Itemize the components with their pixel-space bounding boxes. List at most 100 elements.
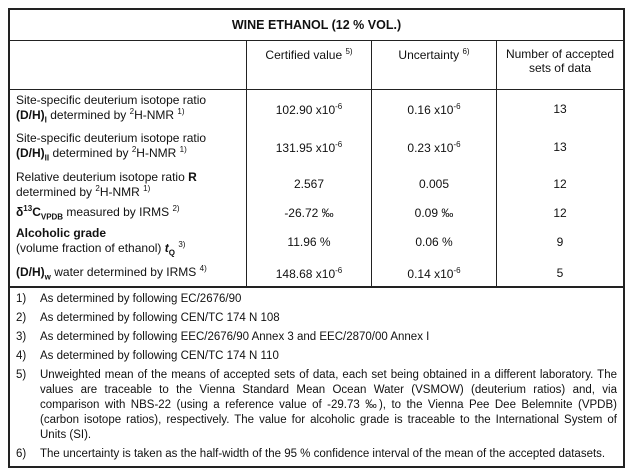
certified-value: 131.95 x10-6 xyxy=(246,128,372,166)
param-sub: w xyxy=(44,272,51,282)
param-text: water determined by IRMS xyxy=(50,265,200,280)
table-row: δ13CVPDB measured by IRMS 2) -26.72 ‰ 0.… xyxy=(10,202,623,224)
uncertainty-value: 0.06 % xyxy=(371,224,497,260)
unc-exp: -6 xyxy=(453,265,461,275)
param-text: Site-specific deuterium isotope ratio xyxy=(16,131,207,146)
param-symbol: t xyxy=(164,241,169,256)
count-value: 5 xyxy=(496,260,623,286)
footnote: 4) As determined by following CEN/TC 174 … xyxy=(16,349,617,364)
uncertainty-value: 0.005 xyxy=(371,166,497,202)
footnote-text: As determined by following EEC/2676/90 A… xyxy=(40,331,430,343)
header-blank xyxy=(10,40,247,90)
param-text: H-NMR xyxy=(99,184,144,199)
footnote-number: 5) xyxy=(16,369,27,381)
footnote-number: 6) xyxy=(16,448,27,460)
param-symbol: (D/H) xyxy=(16,108,45,123)
param-text: H-NMR xyxy=(134,108,178,123)
value-exp: -6 xyxy=(335,139,343,149)
count-value: 12 xyxy=(496,202,623,224)
certified-value: 2.567 xyxy=(246,166,372,202)
param-symbol: R xyxy=(188,169,197,184)
param-text: measured by IRMS xyxy=(63,205,173,220)
param-text: H-NMR xyxy=(136,146,180,161)
certified-value: 148.68 x10-6 xyxy=(246,260,372,286)
header-count: Number of accepted sets of data xyxy=(496,40,623,90)
footnote: 5) Unweighted mean of the means of accept… xyxy=(16,368,617,443)
parameter-cell: δ13CVPDB measured by IRMS 2) xyxy=(10,202,247,224)
param-sub: Q xyxy=(168,248,175,258)
count-value: 13 xyxy=(496,128,623,166)
header-uncertainty: Uncertainty 6) xyxy=(371,40,497,90)
count-value: 12 xyxy=(496,166,623,202)
param-text: determined by xyxy=(49,146,132,161)
footnote-text: As determined by following CEN/TC 174 N … xyxy=(40,350,279,362)
footnote: 6) The uncertainty is taken as the half-w… xyxy=(16,447,617,462)
footnote-ref: 1) xyxy=(177,107,185,117)
param-sub: II xyxy=(44,153,50,163)
unc-text: 0.14 x10 xyxy=(407,266,454,281)
footnote-text: Unweighted mean of the means of accepted… xyxy=(40,369,617,441)
param-heading: Alcoholic grade xyxy=(16,226,107,241)
footnote: 2) As determined by following CEN/TC 174 … xyxy=(16,311,617,326)
parameter-cell: (D/H)w water determined by IRMS 4) xyxy=(10,260,247,286)
param-sup: 2 xyxy=(129,107,135,117)
uncertainty-value: 0.23 x10-6 xyxy=(371,128,497,166)
table-title: WINE ETHANOL (12 % VOL.) xyxy=(10,10,623,41)
footnote-ref: 5) xyxy=(345,47,353,56)
header-certified-text: Certified value xyxy=(265,48,343,62)
param-sub: VPDB xyxy=(40,212,64,222)
footnote-number: 2) xyxy=(16,312,27,324)
value-text: 131.95 x10 xyxy=(275,140,336,155)
param-sup: 2 xyxy=(95,183,100,193)
footnotes: 1) As determined by following EC/2676/90 … xyxy=(10,286,623,466)
param-text: determined by xyxy=(46,108,130,123)
footnote-number: 4) xyxy=(16,350,27,362)
unc-exp: -6 xyxy=(453,101,461,111)
uncertainty-value: 0.16 x10-6 xyxy=(371,89,497,128)
certified-value: 102.90 x10-6 xyxy=(246,89,372,128)
footnote-ref: 4) xyxy=(199,264,207,274)
table-row: Alcoholic grade (volume fraction of ethan… xyxy=(10,224,623,260)
footnote-text: As determined by following CEN/TC 174 N … xyxy=(40,312,280,324)
unc-text: 0.16 x10 xyxy=(407,102,454,117)
uncertainty-value: 0.09 ‰ xyxy=(371,202,497,224)
unc-exp: -6 xyxy=(453,139,461,149)
param-text: Site-specific deuterium isotope ratio xyxy=(16,93,207,108)
footnote-ref: 1) xyxy=(179,145,187,155)
param-symbol: δ xyxy=(16,205,24,220)
footnote-ref: 1) xyxy=(143,183,151,193)
table-row: (D/H)w water determined by IRMS 4) 148.6… xyxy=(10,260,623,286)
count-value: 9 xyxy=(496,224,623,260)
value-exp: -6 xyxy=(335,101,343,111)
footnote-number: 3) xyxy=(16,331,27,343)
parameter-cell: Alcoholic grade (volume fraction of ethan… xyxy=(10,224,247,260)
footnote-text: As determined by following EC/2676/90 xyxy=(40,293,242,305)
certified-value: 11.96 % xyxy=(246,224,372,260)
param-text: (volume fraction of ethanol) xyxy=(16,241,165,256)
table-row: Site-specific deuterium isotope ratio (D/… xyxy=(10,128,623,166)
unc-text: 0.23 x10 xyxy=(407,140,454,155)
value-text: 102.90 x10 xyxy=(275,102,336,117)
header-certified: Certified value 5) xyxy=(246,40,372,90)
certificate-table: WINE ETHANOL (12 % VOL.) Certified value… xyxy=(8,8,625,468)
param-sup: 2 xyxy=(131,145,137,155)
count-value: 13 xyxy=(496,89,623,128)
table-row: Site-specific deuterium isotope ratio (D/… xyxy=(10,89,623,129)
param-symbol: (D/H) xyxy=(16,265,45,280)
footnote-ref: 6) xyxy=(462,47,470,56)
param-symbol: C xyxy=(32,205,41,220)
footnote-text: The uncertainty is taken as the half-wid… xyxy=(40,448,606,460)
footnote-number: 1) xyxy=(16,293,27,305)
certified-value: -26.72 ‰ xyxy=(246,202,372,224)
value-text: 148.68 x10 xyxy=(275,266,336,281)
uncertainty-value: 0.14 x10-6 xyxy=(371,260,497,286)
parameter-cell: Site-specific deuterium isotope ratio (D/… xyxy=(10,90,247,129)
param-sub: I xyxy=(44,115,47,125)
param-sup: 13 xyxy=(23,204,33,214)
param-symbol: (D/H) xyxy=(16,146,45,161)
footnote-ref: 2) xyxy=(172,204,180,214)
value-exp: -6 xyxy=(335,265,343,275)
footnote: 3) As determined by following EEC/2676/90… xyxy=(16,330,617,345)
